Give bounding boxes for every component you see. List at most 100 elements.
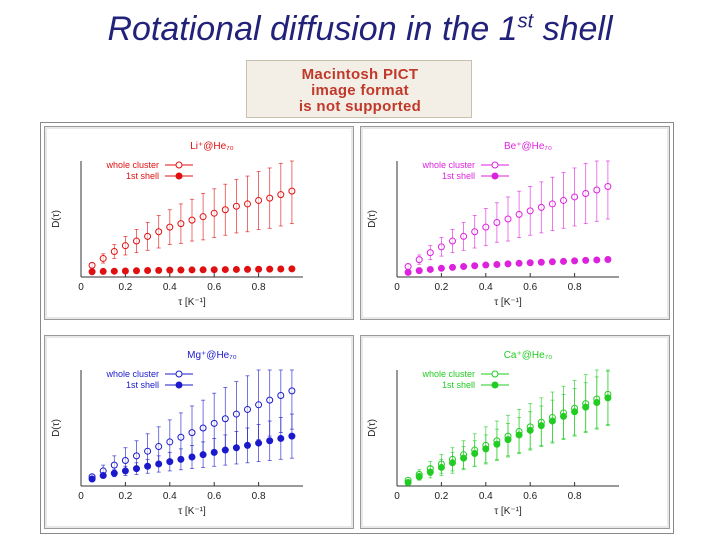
data-point (560, 196, 567, 204)
chart-panel-ca: 0 0.2 0.4 0.6 0.8 Ca⁺@He₇₀ τ [K⁻¹] D(τ) whole cl… (360, 335, 670, 529)
data-point (110, 267, 118, 275)
legend-label: whole cluster (421, 160, 475, 170)
data-point (221, 266, 229, 274)
data-point (210, 266, 218, 274)
pict-notice-line-2: image format (311, 82, 409, 99)
unsupported-image-placeholder: Macintosh PICT image format is not suppo… (246, 60, 472, 118)
slide-title-superscript: st (517, 10, 534, 33)
data-point (144, 267, 152, 275)
legend-marker (175, 172, 183, 180)
x-tick-label: 0.8 (252, 282, 266, 293)
data-point (166, 266, 174, 274)
chart-panel-mg: 0 0.2 0.4 0.6 0.8 Mg⁺@He₇₀ τ [K⁻¹] D(τ) whole cl… (44, 335, 354, 529)
data-point (133, 267, 140, 275)
x-axis-label: τ [K⁻¹] (178, 297, 206, 308)
chart-li: 0 0.2 0.4 0.6 0.8 Li⁺@He₇₀ τ [K⁻¹] D(τ) whole cl… (51, 141, 303, 308)
data-point (515, 431, 523, 439)
data-point (460, 454, 468, 462)
data-point (121, 456, 129, 464)
data-point (426, 265, 434, 273)
data-point (221, 206, 229, 214)
data-point (232, 265, 240, 273)
x-tick-label: 0 (78, 282, 84, 293)
data-point (88, 475, 96, 483)
data-point (537, 422, 545, 430)
data-point (144, 232, 152, 240)
data-point (188, 266, 196, 274)
data-point (526, 207, 534, 215)
data-point (177, 455, 185, 463)
data-point (504, 436, 512, 444)
data-point (537, 203, 545, 211)
data-point (504, 215, 512, 223)
data-point (604, 394, 612, 402)
chart-title: Mg⁺@He₇₀ (187, 350, 237, 361)
data-point (199, 451, 207, 459)
data-point (482, 445, 490, 453)
data-point (582, 256, 590, 264)
x-tick-label: 0.2 (434, 282, 448, 293)
x-tick-label: 0.4 (163, 491, 177, 502)
data-point (133, 237, 140, 245)
data-point (560, 412, 567, 420)
data-point (88, 268, 96, 276)
data-point (537, 258, 545, 266)
chart-title: Be⁺@He₇₀ (504, 141, 552, 152)
data-point (166, 438, 174, 446)
x-tick-label: 0 (78, 491, 84, 502)
x-tick-label: 0.6 (207, 282, 221, 293)
x-axis-label: τ [K⁻¹] (178, 506, 206, 517)
pict-notice-line-1: Macintosh PICT (301, 66, 419, 83)
x-tick-label: 0.4 (163, 282, 177, 293)
data-point (266, 437, 274, 445)
data-point (166, 458, 174, 466)
legend-marker (491, 370, 499, 378)
data-point (277, 265, 285, 273)
y-axis-label: D(τ) (51, 210, 62, 228)
data-point (515, 210, 523, 218)
legend-label: 1st shell (442, 380, 475, 390)
legend-marker (175, 370, 183, 378)
data-point (437, 243, 445, 251)
pict-notice-line-3: is not supported (298, 98, 422, 115)
data-point (471, 262, 479, 270)
data-point (449, 237, 456, 245)
data-point (437, 264, 445, 272)
x-tick-label: 0.6 (523, 491, 537, 502)
data-point (571, 193, 579, 201)
data-point (255, 439, 263, 447)
x-tick-label: 0.6 (207, 491, 221, 502)
data-point (121, 267, 129, 275)
data-point (571, 257, 579, 265)
x-tick-label: 0.4 (479, 491, 493, 502)
x-tick-label: 0.4 (479, 282, 493, 293)
data-point (548, 417, 556, 425)
data-point (88, 261, 96, 269)
data-point (155, 443, 163, 451)
data-point (188, 216, 196, 224)
data-point (493, 218, 501, 226)
data-point (288, 265, 296, 273)
legend-marker (175, 161, 183, 169)
data-point (232, 410, 240, 418)
data-point (548, 258, 556, 266)
legend-label: whole cluster (105, 160, 159, 170)
data-point (177, 433, 185, 441)
data-point (593, 186, 601, 194)
x-tick-label: 0 (394, 282, 400, 293)
data-point (199, 424, 207, 432)
data-point (471, 450, 479, 458)
chart-ca: 0 0.2 0.4 0.6 0.8 Ca⁺@He₇₀ τ [K⁻¹] D(τ) whole cl… (367, 350, 619, 517)
data-point (526, 259, 534, 267)
x-axis-label: τ [K⁻¹] (494, 297, 522, 308)
data-point (460, 263, 468, 271)
data-point (155, 266, 163, 274)
data-point (244, 200, 251, 208)
data-point (493, 260, 501, 268)
data-point (482, 223, 490, 231)
x-tick-label: 0.2 (118, 491, 132, 502)
data-point (404, 263, 412, 271)
data-point (515, 259, 523, 267)
data-point (571, 408, 579, 416)
data-point (277, 392, 285, 400)
